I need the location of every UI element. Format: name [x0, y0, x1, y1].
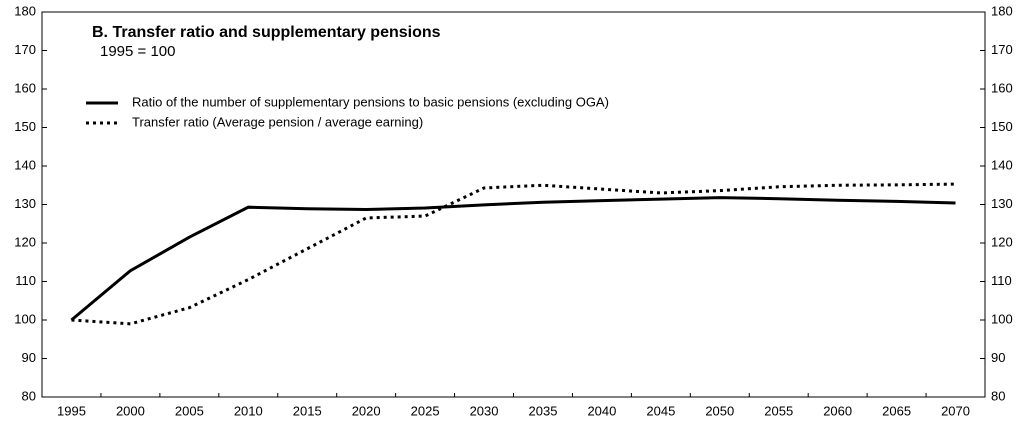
x-tick-label: 2015: [293, 403, 322, 418]
y-tick-label: 80: [22, 388, 36, 403]
y2-tick-label: 170: [991, 42, 1013, 57]
y2-tick-label: 90: [991, 350, 1005, 365]
legend-label: Ratio of the number of supplementary pen…: [132, 94, 609, 109]
series-line: [70, 196, 956, 322]
series-line: [71, 182, 956, 326]
y-tick-label: 100: [14, 311, 36, 326]
x-tick-label: 2050: [705, 403, 734, 418]
x-tick-label: 2035: [529, 403, 558, 418]
y-tick-label: 170: [14, 42, 36, 57]
x-tick-label: 2025: [411, 403, 440, 418]
x-tick-label: 2005: [175, 403, 204, 418]
x-tick-label: 2020: [352, 403, 381, 418]
x-tick-label: 2040: [587, 403, 616, 418]
legend-label: Transfer ratio (Average pension / averag…: [132, 114, 423, 129]
x-tick-label: 2045: [646, 403, 675, 418]
y2-tick-label: 110: [991, 273, 1012, 288]
y-tick-label: 90: [22, 350, 36, 365]
y-tick-label: 160: [14, 80, 36, 95]
x-tick-label: 2010: [234, 403, 263, 418]
x-tick-label: 2030: [470, 403, 499, 418]
y2-tick-label: 130: [991, 196, 1013, 211]
y2-tick-label: 100: [991, 311, 1013, 326]
y-tick-label: 110: [15, 273, 36, 288]
y2-tick-label: 140: [991, 157, 1013, 172]
y2-tick-label: 180: [991, 3, 1013, 18]
y2-tick-label: 80: [991, 388, 1005, 403]
y2-tick-label: 160: [991, 80, 1013, 95]
x-tick-label: 2060: [823, 403, 852, 418]
x-tick-label: 2070: [941, 403, 970, 418]
y-tick-label: 180: [14, 3, 36, 18]
y-tick-label: 120: [14, 234, 36, 249]
y2-tick-label: 120: [991, 234, 1013, 249]
x-tick-label: 1995: [57, 403, 86, 418]
chart-subtitle: 1995 = 100: [100, 43, 176, 60]
x-tick-label: 2065: [882, 403, 911, 418]
y-tick-label: 130: [14, 196, 36, 211]
y2-tick-label: 150: [991, 119, 1013, 134]
x-tick-label: 2055: [764, 403, 793, 418]
y-tick-label: 140: [14, 157, 36, 172]
y-tick-label: 150: [14, 119, 36, 134]
x-tick-label: 2000: [116, 403, 145, 418]
chart-title: B. Transfer ratio and supplementary pens…: [92, 24, 441, 41]
